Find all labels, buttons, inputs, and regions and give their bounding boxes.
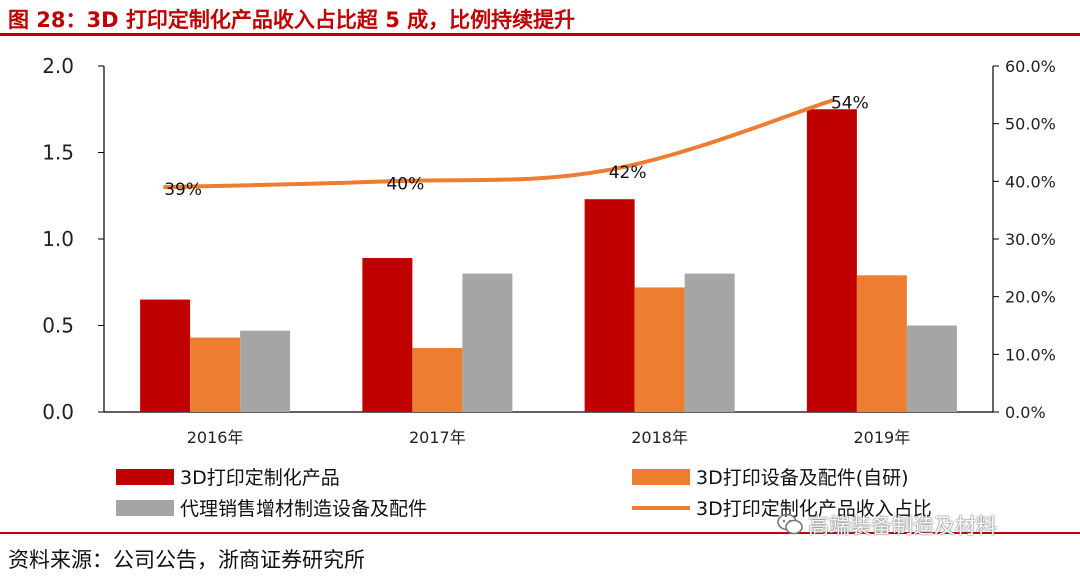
x-tick-label: 2018年 [631, 428, 688, 447]
legend-label-1: 3D打印定制化产品 [180, 467, 340, 489]
right-tick-label: 50.0% [1005, 115, 1056, 134]
figure-title-bar: 图 28：3D 打印定制化产品收入占比超 5 成，比例持续提升 [0, 0, 1080, 36]
wechat-icon [777, 513, 803, 535]
x-tick-label: 2016年 [187, 428, 244, 447]
left-tick-label: 2.0 [42, 54, 74, 78]
right-tick-label: 10.0% [1005, 345, 1056, 364]
right-tick-label: 0.0% [1005, 403, 1046, 422]
bar-1 [140, 299, 191, 412]
revenue-share-line [163, 98, 834, 190]
chart-legend: 3D打印定制化产品 3D打印设备及配件(自研) 代理销售增材制造设备及配件 3D打印定… [116, 467, 932, 520]
line-data-label: 42% [609, 163, 647, 183]
bar-3 [462, 273, 513, 412]
x-tick-label: 2017年 [409, 428, 466, 447]
left-tick-label: 1.5 [42, 141, 74, 165]
right-tick-label: 60.0% [1005, 57, 1056, 76]
line-data-label: 54% [831, 94, 869, 114]
bar-3 [240, 330, 291, 412]
figure-title: 图 28：3D 打印定制化产品收入占比超 5 成，比例持续提升 [8, 8, 576, 32]
right-tick-label: 40.0% [1005, 172, 1056, 191]
source-note: 资料来源：公司公告，浙商证券研究所 [8, 548, 365, 572]
bar-1 [362, 258, 413, 412]
right-tick-label: 30.0% [1005, 230, 1056, 249]
bar-2 [190, 337, 241, 412]
legend-swatch-1 [116, 469, 174, 485]
chart-bars [140, 109, 957, 412]
legend-label-2: 3D打印设备及配件(自研) [696, 467, 909, 489]
left-tick-label: 1.0 [42, 227, 74, 251]
left-tick-label: 0.5 [42, 314, 74, 338]
chart: 0.0 0.5 1.0 1.5 2.0 0.0% 10.0% 20.0% 30.0% 40.0% 5… [42, 54, 1056, 520]
bar-3 [906, 325, 957, 412]
bar-1 [584, 199, 635, 412]
bar-1 [806, 109, 857, 412]
bar-2 [412, 347, 463, 412]
legend-swatch-2 [632, 469, 690, 485]
line-data-label: 39% [164, 180, 202, 200]
left-tick-label: 0.0 [42, 400, 74, 424]
right-tick-label: 20.0% [1005, 288, 1056, 307]
x-tick-label: 2019年 [854, 428, 911, 447]
legend-label-4: 3D打印定制化产品收入占比 [696, 498, 932, 520]
chart-axes: 0.0 0.5 1.0 1.5 2.0 0.0% 10.0% 20.0% 30.0% 40.0% 5… [42, 54, 1056, 447]
bar-3 [684, 273, 735, 412]
watermark-text: 高端装备制造及材料 [808, 514, 997, 538]
chart-line-series: 39% 40% 42% 54% [163, 94, 869, 200]
legend-label-3: 代理销售增材制造设备及配件 [180, 498, 427, 520]
line-data-label: 40% [386, 174, 424, 194]
source-note-bar: 资料来源：公司公告，浙商证券研究所 [0, 532, 1080, 576]
legend-swatch-3 [116, 500, 174, 516]
bar-2 [856, 275, 907, 412]
bar-2 [634, 287, 685, 412]
